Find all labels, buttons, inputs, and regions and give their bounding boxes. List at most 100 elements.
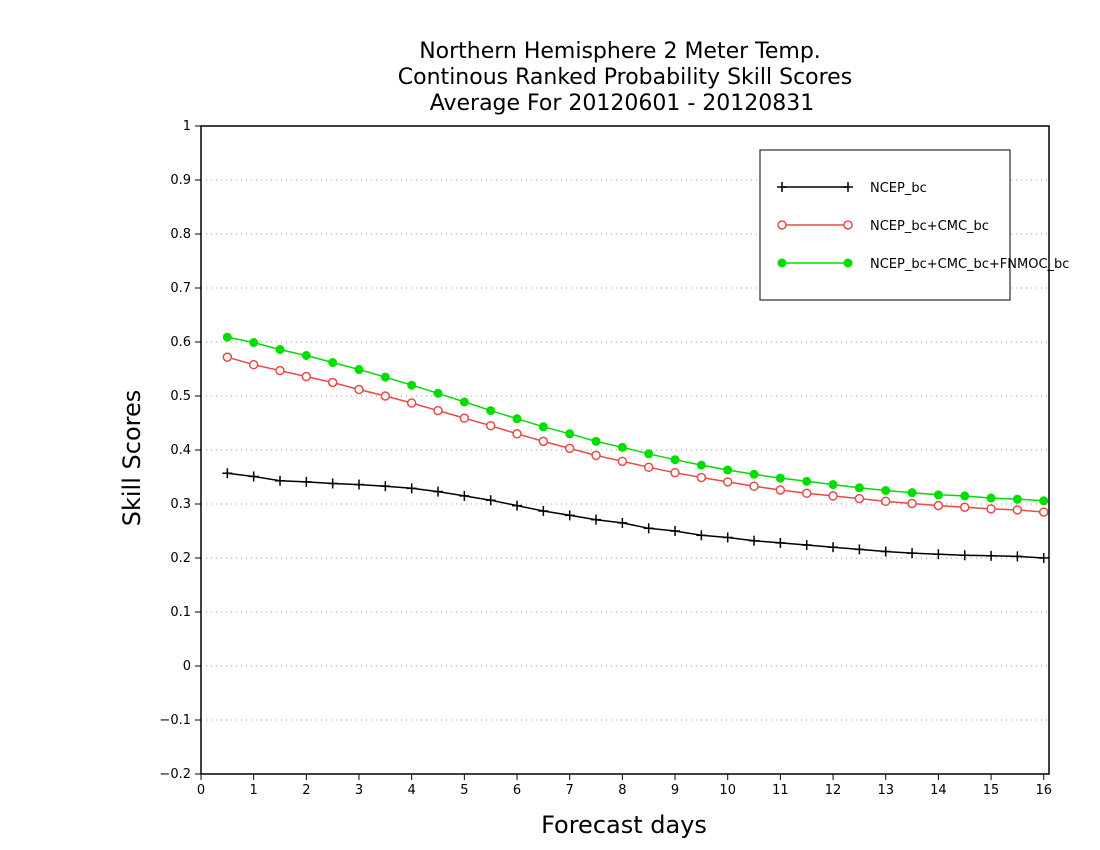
data-point: [854, 483, 864, 493]
y-tick-label: 0.8: [170, 227, 191, 242]
data-point: [222, 332, 232, 342]
data-point: [854, 544, 865, 555]
data-point: [907, 548, 918, 559]
data-point: [775, 473, 785, 483]
series-line: [227, 356, 1044, 513]
y-tick-label: 0.7: [170, 281, 191, 296]
y-tick-label: 0.3: [170, 497, 191, 512]
data-point: [301, 351, 311, 360]
data-point: [354, 365, 364, 375]
data-point: [275, 365, 285, 376]
y-tick-label: −0.1: [159, 713, 191, 728]
x-tick-label: 11: [772, 783, 789, 798]
data-point: [591, 514, 602, 525]
data-point: [485, 495, 496, 506]
x-tick-label: 1: [250, 783, 258, 798]
data-point: [881, 486, 891, 495]
data-point: [801, 540, 812, 551]
legend-entry-1: NCEP_bc+CMC_bc: [777, 219, 989, 234]
series-2: [222, 332, 1049, 506]
x-tick-label: 3: [355, 783, 363, 798]
data-point: [933, 500, 944, 511]
data-point: [880, 496, 891, 507]
data-point: [1012, 551, 1023, 562]
data-point: [406, 398, 417, 408]
data-point: [1039, 496, 1049, 506]
chart-legend: NCEP_bc NCEP_bc+CMC_bc NCEP_bc+CMC_bc+FNMO…: [759, 149, 1069, 301]
data-point: [1012, 505, 1023, 515]
y-tick-label: 0.6: [170, 335, 191, 350]
plot-frame: [200, 125, 1050, 775]
y-tick-label: 0.9: [170, 173, 191, 188]
data-point: [959, 550, 970, 561]
data-point: [459, 397, 469, 407]
data-point: [1012, 494, 1022, 504]
axis-ticks: −0.2−0.100.10.20.30.40.50.60.70.80.910 1 2…: [159, 119, 1052, 798]
data-point: [617, 517, 628, 528]
data-point: [696, 460, 706, 470]
data-point: [749, 469, 759, 479]
legend-label: NCEP_bc: [870, 181, 927, 196]
y-tick-label: 0.1: [170, 605, 191, 620]
data-point: [564, 443, 575, 454]
data-point: [986, 504, 996, 514]
chart-title-line-1: Northern Hemisphere 2 Meter Temp.: [419, 39, 821, 64]
data-point: [775, 537, 786, 548]
data-point: [828, 491, 838, 501]
data-point: [485, 420, 496, 431]
data-point: [327, 377, 338, 388]
data-point: [828, 480, 838, 490]
data-point: [670, 467, 680, 478]
series-1: [222, 352, 1049, 517]
data-point: [777, 258, 787, 268]
data-point: [407, 380, 417, 390]
y-tick-label: 0.4: [170, 443, 191, 458]
data-point: [564, 510, 575, 521]
data-point: [591, 436, 601, 446]
data-point: [722, 532, 733, 543]
legend-label: NCEP_bc+CMC_bc+FNMOC_bc: [870, 257, 1069, 272]
x-tick-label: 13: [877, 783, 894, 798]
x-tick-label: 9: [671, 783, 679, 798]
data-point: [670, 526, 681, 536]
data-point: [354, 479, 365, 490]
data-point: [854, 493, 865, 504]
series-line: [227, 336, 1044, 502]
data-point: [696, 472, 707, 483]
data-point: [222, 352, 233, 362]
data-point: [354, 384, 364, 395]
data-point: [828, 542, 839, 553]
data-point: [696, 530, 707, 541]
data-point: [512, 414, 522, 424]
data-point: [880, 546, 891, 557]
x-tick-label: 4: [408, 783, 416, 798]
x-tick-label: 7: [566, 783, 574, 798]
data-point: [802, 476, 812, 486]
x-tick-label: 10: [719, 783, 736, 798]
data-point: [222, 468, 233, 479]
x-tick-label: 0: [197, 783, 205, 798]
y-axis-label: Skill Scores: [118, 390, 146, 527]
data-point: [248, 471, 259, 482]
x-tick-label: 16: [1035, 783, 1052, 798]
data-point: [249, 338, 259, 348]
data-point: [749, 535, 760, 546]
data-point: [801, 488, 812, 498]
y-tick-label: 0.5: [170, 389, 191, 404]
x-tick-label: 15: [983, 783, 1000, 798]
data-point: [843, 258, 853, 268]
data-point: [843, 182, 853, 192]
data-point: [643, 462, 654, 473]
data-point: [723, 465, 733, 475]
data-point: [933, 549, 944, 560]
data-point: [433, 405, 443, 416]
data-point: [843, 220, 853, 230]
data-point: [538, 422, 548, 432]
x-tick-label: 14: [930, 783, 947, 798]
data-point: [959, 502, 970, 512]
data-point: [986, 550, 997, 561]
data-point: [1038, 507, 1049, 517]
data-point: [275, 475, 286, 486]
data-point: [1038, 553, 1049, 563]
data-point: [538, 436, 549, 447]
